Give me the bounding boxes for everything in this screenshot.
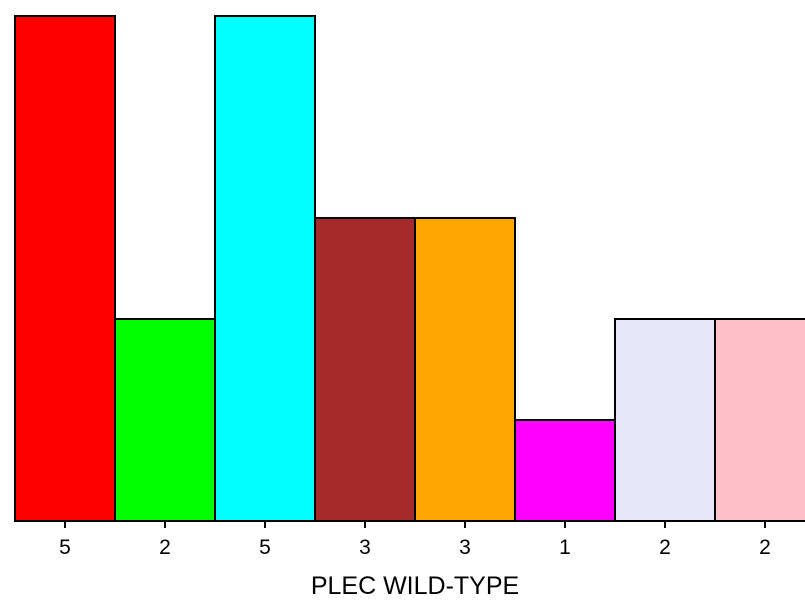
bar-1 — [14, 15, 116, 522]
x-tick-labels-group: 5 2 5 3 3 1 2 2 — [59, 536, 771, 559]
bars-group — [14, 15, 805, 522]
x-ticks-group — [64, 521, 766, 528]
x-axis-label: PLEC WILD-TYPE — [311, 572, 519, 600]
x-tick-label-4: 3 — [359, 536, 371, 559]
bar-4 — [314, 217, 416, 522]
x-tick-label-6: 1 — [559, 536, 571, 559]
x-tick-label-8: 2 — [759, 536, 771, 559]
x-tick-label-1: 5 — [59, 536, 71, 559]
x-tick-label-2: 2 — [159, 536, 171, 559]
bar-5 — [414, 217, 516, 522]
bar-7 — [614, 318, 716, 522]
x-tick-label-3: 5 — [259, 536, 271, 559]
bar-2 — [114, 318, 216, 522]
x-tick-label-7: 2 — [659, 536, 671, 559]
bar-8 — [714, 318, 805, 522]
x-tick-label-5: 3 — [459, 536, 471, 559]
bar-6 — [514, 419, 616, 522]
bar-3 — [214, 15, 316, 522]
